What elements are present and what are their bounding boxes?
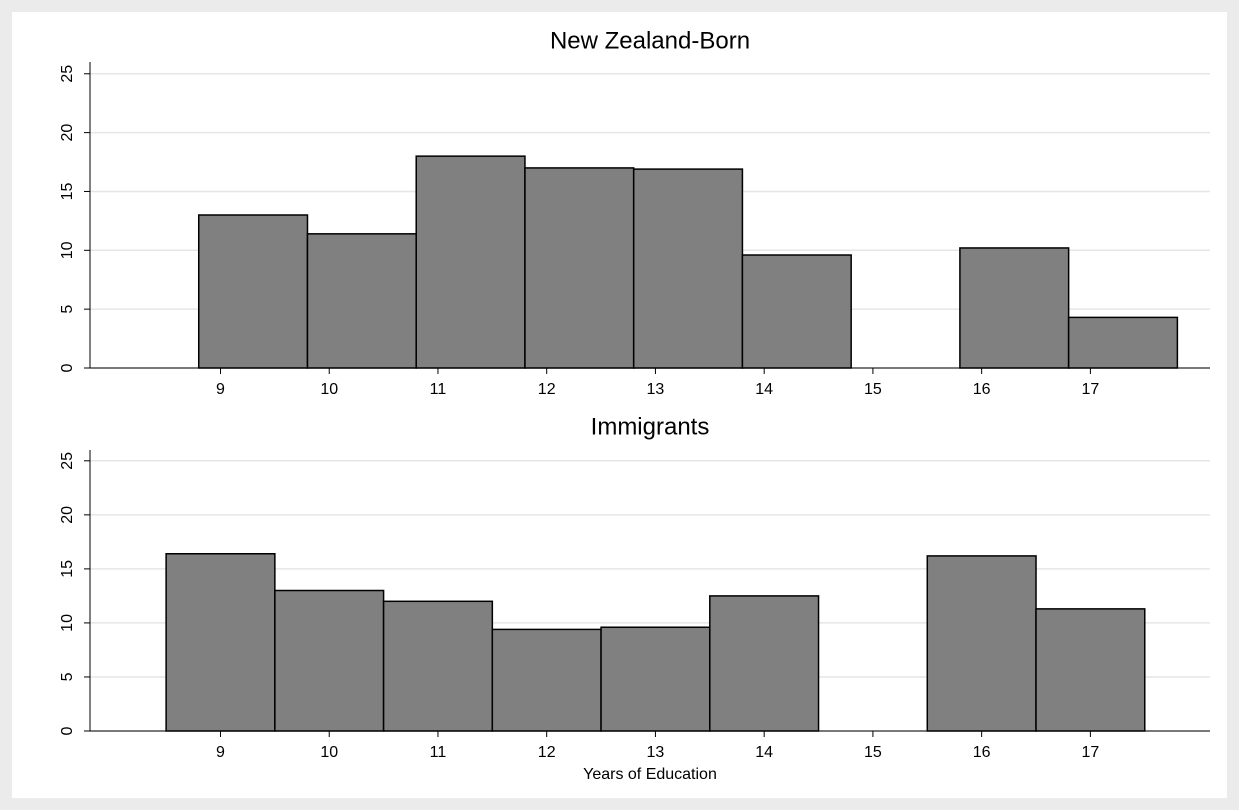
x-tick-label: 10 <box>320 381 338 398</box>
bar <box>959 247 1070 369</box>
x-tick-label: 16 <box>973 381 991 398</box>
x-tick-label: 15 <box>864 744 882 761</box>
x-tick-label: 9 <box>216 744 225 761</box>
y-tick-label: 10 <box>59 241 76 259</box>
x-tick-label: 14 <box>755 744 773 761</box>
panel-title: New Zealand-Born <box>550 27 750 54</box>
bar <box>632 168 744 369</box>
x-tick-label: 11 <box>430 744 447 761</box>
x-tick-label: 12 <box>538 381 556 398</box>
x-tick-label: 14 <box>755 381 773 398</box>
bar <box>1035 608 1146 732</box>
y-tick-label: 25 <box>59 65 76 83</box>
bar <box>524 167 635 369</box>
bar <box>415 155 526 369</box>
y-tick-label: 15 <box>59 182 76 200</box>
x-tick-label: 16 <box>973 744 991 761</box>
bar <box>741 254 852 369</box>
x-tick-label: 10 <box>320 744 338 761</box>
bar <box>306 233 417 369</box>
x-tick-label: 11 <box>430 381 447 398</box>
bar <box>165 553 276 732</box>
y-tick-label: 15 <box>59 560 76 578</box>
panel-title: Immigrants <box>591 413 710 440</box>
y-tick-label: 5 <box>59 672 76 681</box>
x-tick-label: 13 <box>647 744 665 761</box>
bar <box>1067 316 1179 369</box>
bar <box>926 555 1037 732</box>
y-tick-label: 0 <box>59 363 76 372</box>
x-tick-label: 9 <box>216 381 225 398</box>
bar <box>382 600 494 732</box>
x-axis-label: Years of Education <box>583 766 717 783</box>
y-tick-label: 25 <box>59 452 76 470</box>
bar <box>197 214 309 369</box>
y-tick-label: 20 <box>59 506 76 524</box>
y-tick-label: 10 <box>59 614 76 632</box>
x-tick-label: 13 <box>647 381 665 398</box>
y-tick-label: 0 <box>59 726 76 735</box>
bar <box>274 589 385 732</box>
x-tick-label: 17 <box>1081 744 1099 761</box>
bar <box>491 628 602 732</box>
x-tick-label: 12 <box>538 744 556 761</box>
x-tick-label: 15 <box>864 381 882 398</box>
y-tick-label: 5 <box>59 305 76 314</box>
y-tick-label: 20 <box>59 124 76 142</box>
bar <box>600 626 711 732</box>
x-tick-label: 17 <box>1081 381 1099 398</box>
bar <box>709 595 820 732</box>
